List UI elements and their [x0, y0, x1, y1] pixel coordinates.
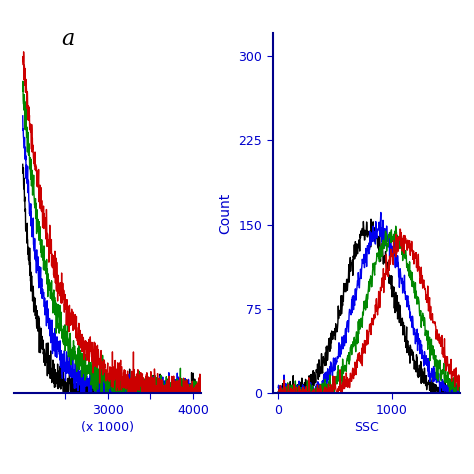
Y-axis label: Count: Count	[219, 192, 233, 234]
Text: a: a	[62, 28, 75, 50]
X-axis label: (x 1000): (x 1000)	[82, 421, 134, 434]
X-axis label: SSC: SSC	[354, 421, 379, 434]
